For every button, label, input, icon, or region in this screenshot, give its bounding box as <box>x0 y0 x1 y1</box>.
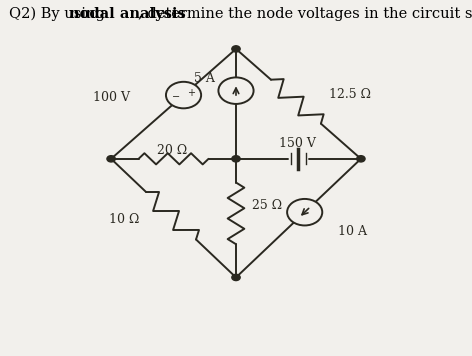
Circle shape <box>232 274 240 281</box>
Circle shape <box>287 199 322 225</box>
Circle shape <box>232 156 240 162</box>
Text: 12.5 Ω: 12.5 Ω <box>329 89 371 101</box>
Circle shape <box>166 82 201 108</box>
Circle shape <box>219 77 253 104</box>
Text: nodal analysis: nodal analysis <box>69 7 186 21</box>
Text: −: − <box>172 92 181 102</box>
Text: 20 Ω: 20 Ω <box>157 144 187 157</box>
Text: 25 Ω: 25 Ω <box>252 199 282 213</box>
Text: 10 Ω: 10 Ω <box>109 213 139 226</box>
Text: 5 A: 5 A <box>194 72 215 85</box>
Text: 100 V: 100 V <box>93 91 130 104</box>
Circle shape <box>232 46 240 52</box>
Text: 150 V: 150 V <box>279 137 316 150</box>
Text: , determine the node voltages in the circuit shown:: , determine the node voltages in the cir… <box>138 7 472 21</box>
Text: +: + <box>186 88 194 98</box>
Circle shape <box>357 156 365 162</box>
Text: Q2) By using: Q2) By using <box>9 7 110 21</box>
Text: 10 A: 10 A <box>338 225 367 237</box>
Circle shape <box>107 156 115 162</box>
